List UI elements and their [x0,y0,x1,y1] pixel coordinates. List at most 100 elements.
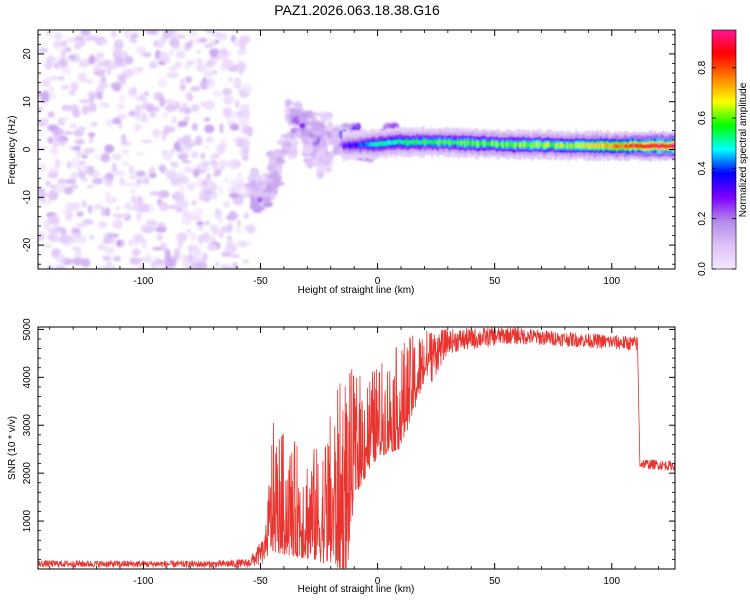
ridge-segment [453,140,456,145]
ridge-segment [463,141,466,146]
ridge-segment [501,142,504,147]
noise-blob [72,232,78,238]
noise-blob [113,255,121,262]
ridge-segment [603,144,605,149]
x-tick-label: -100 [133,576,153,587]
noise-blob [135,152,145,156]
noise-blob [175,207,183,213]
noise-blob [60,116,70,122]
noise-blob [75,148,82,159]
noise-blob [211,153,221,159]
noise-blob [105,207,111,217]
noise-blob [177,153,189,161]
noise-blob [145,219,158,226]
noise-blob [180,215,192,226]
noise-blob [136,195,144,204]
transition-blob [292,150,298,159]
noise-blob [81,105,90,115]
y-tick-label: 1000 [22,510,33,533]
ridge-segment [588,143,591,149]
noise-blob [136,212,143,219]
ridge-segment [481,140,484,146]
noise-blob [191,123,198,131]
noise-blob [118,177,126,187]
noise-blob [60,50,67,58]
noise-blob [193,208,204,217]
noise-blob [111,153,123,161]
ridge-segment [622,143,625,148]
ridge-segment [427,140,430,145]
noise-blob [145,252,151,261]
ridge-segment [512,142,515,148]
ridge-segment [598,144,600,149]
noise-blob [88,93,95,103]
noise-blob [173,196,186,202]
ridge-segment [583,143,586,148]
ridge-segment [542,143,545,149]
noise-blob [189,264,200,269]
noise-blob [212,172,219,177]
ridge-segment [571,143,574,148]
transition-blob [285,132,290,142]
ridge-segment [409,140,412,145]
noise-blob [215,208,221,214]
noise-blob [232,80,243,85]
noise-blob [174,61,182,69]
ridge-segment [624,144,627,149]
noise-blob [45,56,56,65]
noise-blob [176,232,188,242]
noise-blob [54,158,61,168]
noise-blob [144,30,156,35]
noise-blob [190,86,201,92]
noise-blob [81,177,89,182]
noise-blob [191,200,198,206]
ridge-segment [585,143,587,148]
ridge-segment [494,141,497,147]
ridge-segment [470,140,473,146]
ridge-segment [486,141,489,146]
ridge-segment [558,143,561,148]
ridge-segment [498,142,500,147]
noise-blob [49,147,59,156]
snr-frame [37,326,676,570]
transition-peak [250,180,257,186]
ridge-segment [447,139,450,145]
noise-blob [236,240,248,247]
noise-blob [188,39,194,45]
transition-blob [290,118,300,124]
noise-blob [132,233,144,244]
ridge-segment [437,140,440,146]
ridge-segment [596,143,599,148]
noise-blob [220,264,232,269]
transition-blob [316,166,324,174]
ridge-segment [642,144,645,149]
transition-peak [299,122,307,129]
noise-blob [135,95,142,101]
noise-blob [183,166,195,174]
ridge-segment [424,140,427,145]
ridge-segment [673,143,675,149]
ridge-segment [509,141,512,147]
noise-blob [205,234,215,244]
noise-blob [38,106,45,111]
noise-blob [84,79,94,84]
ridge-segment [508,142,510,147]
noise-blob [229,253,241,259]
noise-blob [47,190,59,201]
noise-blob [171,116,177,124]
noise-blob [203,43,213,49]
noise-blob [68,89,76,96]
noise-blob [96,53,104,60]
ridge-segment [496,142,499,147]
noise-blob [157,78,168,88]
ridge-segment [458,141,461,146]
noise-blob [112,213,119,218]
noise-blob [83,147,96,154]
noise-blob [219,166,225,171]
ridge-segment [553,143,556,148]
ridge-segment [440,139,443,144]
ridge-segment [401,140,404,145]
noise-blob [42,117,49,127]
noise-blob [228,210,238,221]
ridge-segment [667,144,669,149]
